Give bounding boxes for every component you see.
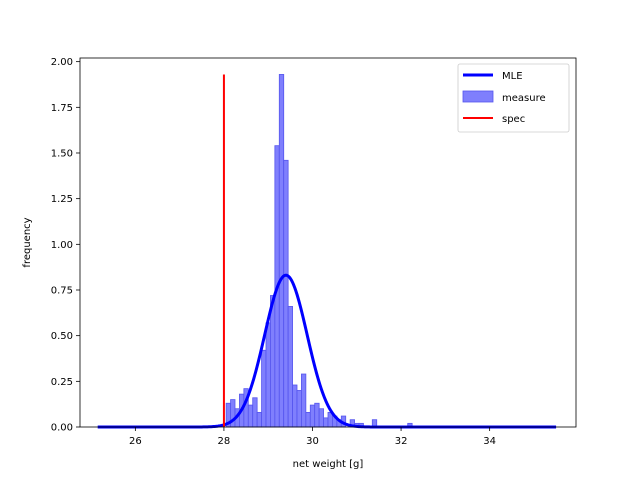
x-tick-label: 32	[395, 436, 408, 447]
x-axis-ticks: 26 28 30 32 34	[129, 427, 496, 447]
measure-bar-17	[301, 373, 307, 428]
measure-bar-19	[309, 404, 316, 428]
measure-bar-7	[256, 411, 262, 428]
y-tick-label: 0.00	[51, 423, 73, 434]
y-tick-label: 0.25	[51, 377, 73, 388]
y-tick-label: 0.75	[51, 285, 73, 296]
measure-bar-5	[247, 404, 254, 428]
y-tick-label: 0.50	[51, 331, 73, 342]
x-axis-label: net weight [g]	[293, 459, 364, 470]
measure-bar-20	[314, 402, 320, 428]
measure-bar-22	[323, 417, 329, 428]
legend-measure-label: measure	[502, 93, 546, 104]
measure-bar-9	[265, 322, 271, 428]
y-tick-label: 1.50	[51, 148, 73, 159]
y-tick-label: 1.00	[51, 240, 73, 251]
y-tick-label: 1.75	[51, 103, 73, 114]
measure-bar-13	[283, 159, 289, 428]
x-tick-label: 34	[483, 436, 496, 447]
x-tick-label: 30	[306, 436, 319, 447]
y-axis-label: frequency	[22, 217, 33, 267]
legend-box	[457, 63, 570, 133]
measure-bar-10	[270, 295, 276, 428]
measure-bar-21	[318, 408, 324, 428]
measure-bar-16	[296, 390, 302, 428]
legend: MLE measure spec	[457, 63, 570, 133]
plot-frame	[79, 57, 577, 428]
legend-spec-label: spec	[502, 114, 525, 125]
measure-bar-6	[252, 397, 258, 428]
measure-bar-18	[305, 411, 311, 428]
x-tick-label: 28	[218, 436, 231, 447]
measure-bar-12	[278, 74, 285, 428]
legend-mle-label: MLE	[502, 71, 523, 82]
y-axis-ticks: 0.00 0.25 0.50 0.75 1.00 1.25 1.50 1.75 2.00	[51, 57, 80, 434]
x-tick-label: 26	[129, 436, 142, 447]
y-tick-label: 2.00	[51, 57, 73, 68]
measure-bar-8	[261, 349, 267, 428]
legend-measure-swatch	[462, 90, 494, 103]
measure-bar-14	[287, 306, 293, 428]
y-tick-label: 1.25	[51, 194, 73, 205]
measure-bar-15	[292, 384, 298, 428]
